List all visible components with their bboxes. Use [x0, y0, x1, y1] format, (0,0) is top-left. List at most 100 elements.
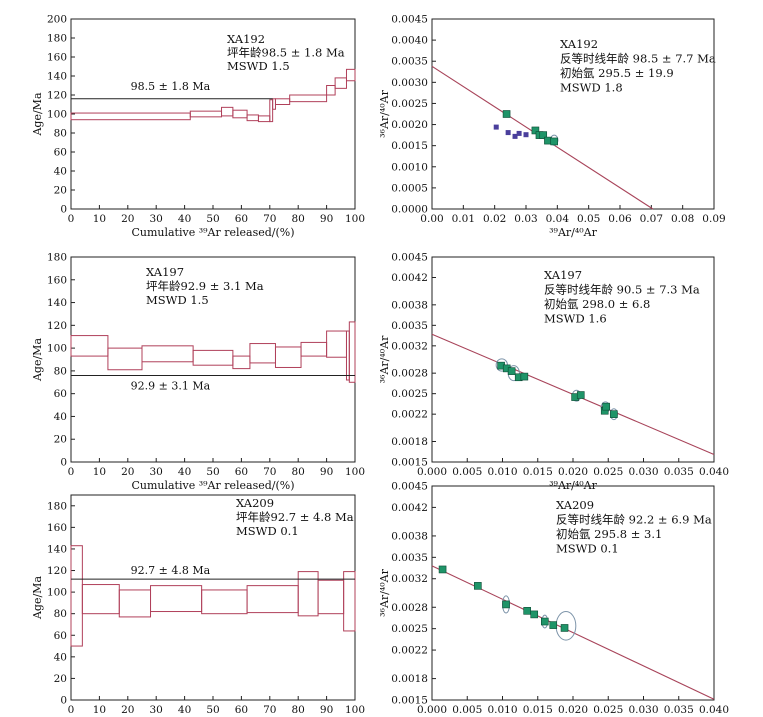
y-tick-label: 40 [54, 651, 67, 663]
annotation-line-2: 初始氩 295.8 ± 3.1 [556, 527, 662, 541]
y-tick-label: 0.0015 [391, 457, 428, 469]
annotation-line-2: MSWD 1.5 [227, 59, 290, 73]
age-step-box [70, 335, 109, 357]
age-step-box [118, 589, 152, 618]
age-step-box [269, 99, 274, 123]
x-tick-label: 70 [263, 213, 276, 225]
x-tick-label: 0.030 [628, 466, 658, 478]
y-tick-label: 0.0035 [391, 320, 428, 332]
y-tick-label: 40 [54, 166, 67, 178]
y-tick-label: 0.0025 [391, 388, 428, 400]
y-tick-label: 160 [47, 52, 67, 64]
excluded-data-point [512, 133, 518, 139]
x-tick-label: 0.020 [558, 704, 588, 716]
y-tick-label: 0.0005 [391, 182, 428, 194]
x-tick-label: 0.025 [593, 466, 623, 478]
x-tick-label: 0.02 [483, 213, 506, 225]
chart-panel-p3: 0 10 20 30 40 50 60 70 80 90 100 0 20 40 60 80 100 120 140… [31, 252, 365, 493]
data-point [520, 372, 529, 381]
plot-frame [431, 18, 715, 210]
x-tick-label: 90 [320, 466, 333, 478]
y-tick-label: 140 [47, 297, 67, 309]
annotation-line-0: XA209 [556, 498, 594, 512]
x-tick-label: 0.030 [628, 704, 658, 716]
age-step-box [232, 355, 251, 370]
age-step-box [345, 68, 356, 82]
y-axis-label: ³⁶Ar/⁴⁰Ar [378, 335, 391, 383]
annotation-line-1: 坪年龄98.5 ± 1.8 Ma [227, 46, 345, 60]
excluded-data-point [505, 130, 511, 136]
y-tick-label: 0.0032 [391, 573, 428, 585]
x-tick-label: 0.07 [640, 213, 663, 225]
x-tick-label: 0.04 [546, 213, 570, 225]
annotation-line-3: MSWD 1.8 [560, 81, 623, 95]
data-point [502, 110, 511, 118]
x-tick-label: 30 [150, 704, 163, 716]
y-tick-label: 180 [47, 500, 67, 512]
x-tick-label: 90 [320, 213, 333, 225]
plateau-age-label: 92.9 ± 3.1 Ma [131, 379, 211, 392]
data-point [576, 391, 585, 399]
y-tick-label: 60 [54, 388, 67, 400]
y-tick-label: 0.0000 [391, 204, 428, 216]
data-point [610, 410, 618, 418]
annotation-line-2: 初始氩 295.5 ± 19.9 [560, 66, 674, 80]
x-tick-label: 0 [68, 213, 75, 225]
x-tick-label: 0.08 [671, 213, 694, 225]
data-point [531, 126, 540, 135]
annotation-line-1: 反等时线年龄 92.2 ± 6.9 Ma [556, 513, 712, 527]
age-step-box [317, 579, 345, 615]
age-step-box [289, 94, 328, 103]
x-tick-label: 20 [121, 466, 134, 478]
data-point [507, 367, 516, 375]
y-tick-label: 0 [60, 695, 67, 707]
y-tick-label: 20 [54, 434, 67, 446]
age-step-box [141, 345, 194, 363]
x-tick-label: 0.020 [558, 466, 588, 478]
annotation-line-2: MSWD 0.1 [236, 524, 299, 538]
y-axis-label: Age/Ma [31, 576, 44, 620]
y-tick-label: 80 [54, 128, 67, 140]
y-tick-label: 0.0018 [391, 436, 428, 448]
y-axis-label: ³⁶Ar/⁴⁰Ar [378, 89, 391, 137]
age-step-box [201, 589, 248, 615]
y-tick-label: 0.0035 [391, 552, 428, 564]
annotation-line-0: XA197 [544, 268, 582, 282]
y-tick-label: 140 [47, 71, 67, 83]
y-tick-label: 100 [47, 343, 67, 355]
y-tick-label: 0.0028 [391, 368, 428, 380]
x-tick-label: 80 [292, 704, 305, 716]
y-tick-label: 0.0025 [391, 623, 428, 635]
y-tick-label: 0 [60, 204, 67, 216]
annotation-line-0: XA192 [227, 32, 265, 46]
x-tick-label: 40 [178, 466, 191, 478]
y-tick-label: 160 [47, 274, 67, 286]
y-tick-label: 0.0040 [391, 35, 428, 47]
y-tick-label: 0.0025 [391, 98, 428, 110]
age-step-box [150, 585, 203, 613]
y-tick-label: 0.0015 [391, 140, 428, 152]
y-axis-label: ³⁶Ar/⁴⁰Ar [378, 568, 391, 616]
age-step-box [274, 98, 291, 106]
x-tick-label: 0.015 [523, 704, 553, 716]
age-step-box [343, 571, 356, 632]
age-step-box [249, 343, 276, 364]
data-point [438, 565, 447, 574]
y-tick-label: 0.0045 [391, 481, 428, 493]
age-step-box [107, 347, 143, 371]
x-tick-label: 100 [345, 704, 365, 716]
data-point [540, 617, 549, 626]
y-tick-label: 140 [47, 543, 67, 555]
x-tick-label: 0.035 [664, 704, 694, 716]
annotation-line-2: MSWD 1.5 [146, 293, 209, 307]
x-tick-label: 50 [206, 466, 219, 478]
x-tick-label: 50 [206, 704, 219, 716]
age-step-box [81, 584, 120, 615]
y-tick-label: 120 [47, 320, 67, 332]
annotation-line-1: 坪年龄92.7 ± 4.8 Ma [236, 510, 354, 524]
x-tick-label: 10 [93, 213, 106, 225]
y-tick-label: 100 [47, 109, 67, 121]
annotation-line-0: XA209 [236, 496, 274, 510]
annotation-line-1: 坪年龄92.9 ± 3.1 Ma [146, 279, 264, 293]
age-step-box [189, 110, 223, 118]
